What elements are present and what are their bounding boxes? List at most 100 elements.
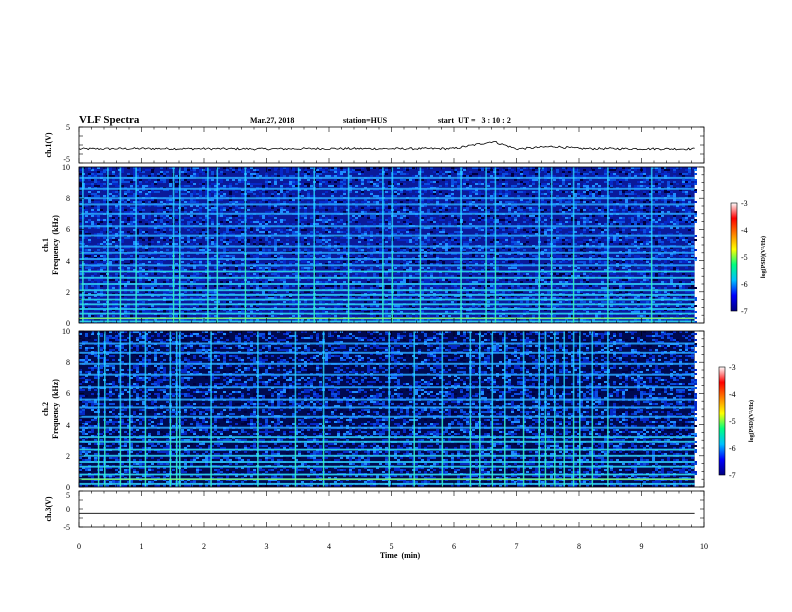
spectrogram-cell bbox=[262, 243, 265, 245]
spectrogram-cell bbox=[79, 267, 82, 269]
spectrogram-cell bbox=[469, 239, 472, 241]
spectrogram-cell bbox=[691, 241, 694, 243]
spectrogram-cell bbox=[622, 179, 625, 181]
spectrogram-cell bbox=[334, 267, 337, 269]
spectrogram-cell bbox=[412, 179, 415, 181]
spectrogram-cell bbox=[451, 189, 454, 191]
spectrogram-cell bbox=[640, 211, 643, 213]
spectrogram-cell bbox=[343, 249, 346, 251]
spectrogram-cell bbox=[673, 195, 676, 197]
spectrogram-cell bbox=[418, 255, 421, 257]
spectrogram-cell bbox=[94, 207, 97, 209]
spectrogram-cell bbox=[589, 263, 592, 265]
spectrogram-cell bbox=[97, 223, 100, 225]
spectrogram-cell bbox=[127, 231, 130, 233]
spectrogram-cell bbox=[685, 183, 688, 185]
spectrogram-cell bbox=[307, 179, 310, 181]
spectrogram-cell bbox=[166, 219, 169, 221]
spectrogram-cell bbox=[619, 239, 622, 241]
spectrogram-cell bbox=[505, 253, 508, 255]
spectrogram-cell bbox=[211, 205, 214, 207]
spectrogram-cell bbox=[337, 201, 340, 203]
spectrogram-cell bbox=[343, 211, 346, 213]
spectrogram-cell bbox=[364, 227, 367, 229]
spectrogram-cell bbox=[433, 171, 436, 173]
spectrogram-cell bbox=[349, 217, 352, 219]
spectrogram-cell bbox=[328, 231, 331, 233]
spectrogram-cell bbox=[331, 195, 334, 197]
spectrogram-cell bbox=[409, 227, 412, 229]
spectrogram-cell bbox=[424, 183, 427, 185]
spectrogram-cell bbox=[457, 231, 460, 233]
spectrogram-cell bbox=[193, 209, 196, 211]
spectrogram-cell bbox=[682, 179, 685, 181]
spectrogram-cell bbox=[658, 185, 661, 187]
spectrogram-cell bbox=[190, 195, 193, 197]
spectrogram-cell bbox=[211, 173, 214, 175]
spectrogram-cell bbox=[403, 167, 406, 169]
spectrogram-cell bbox=[589, 189, 592, 191]
spectrogram-cell bbox=[601, 195, 604, 197]
spectrogram-cell bbox=[511, 215, 514, 217]
spectrogram-cell bbox=[670, 263, 673, 265]
spectrogram-cell bbox=[658, 233, 661, 235]
spectrogram-cell bbox=[223, 193, 226, 195]
spectrogram-cell bbox=[421, 171, 424, 173]
spectrogram-cell bbox=[346, 221, 349, 223]
spectrogram-cell bbox=[547, 171, 550, 173]
spectrogram-cell bbox=[601, 215, 604, 217]
spectrogram-cell bbox=[688, 171, 691, 173]
spectrogram-cell bbox=[694, 191, 697, 193]
spectrogram-cell bbox=[640, 243, 643, 245]
spectrogram-cell bbox=[412, 241, 415, 243]
spectrogram-cell bbox=[334, 167, 337, 169]
spectrogram-cell bbox=[499, 243, 502, 245]
spectrogram-cell bbox=[439, 175, 442, 177]
spectrogram-cell bbox=[97, 185, 100, 187]
spectrogram-cell bbox=[214, 241, 217, 243]
spectrogram-cell bbox=[307, 243, 310, 245]
spectrogram-cell bbox=[685, 267, 688, 269]
spectrogram-cell bbox=[262, 195, 265, 197]
spectrogram-cell bbox=[577, 261, 580, 263]
spectrogram-cell bbox=[229, 183, 232, 185]
spectrogram-cell bbox=[622, 189, 625, 191]
spectrogram-cell bbox=[151, 227, 154, 229]
spectrogram-cell bbox=[574, 243, 577, 245]
spectrogram-cell bbox=[655, 243, 658, 245]
spectrogram-cell bbox=[547, 183, 550, 185]
spectrogram-cell bbox=[169, 167, 172, 169]
spectrogram-cell bbox=[676, 219, 679, 221]
spectrogram-cell bbox=[367, 247, 370, 249]
spectrogram-cell bbox=[94, 227, 97, 229]
spectrogram-cell bbox=[571, 191, 574, 193]
spectrogram-cell bbox=[574, 169, 577, 171]
spectrogram-cell bbox=[181, 237, 184, 239]
spectrogram-cell bbox=[319, 185, 322, 187]
spectrogram-cell bbox=[226, 231, 229, 233]
spectrogram-cell bbox=[616, 237, 619, 239]
spectrogram-cell bbox=[346, 255, 349, 257]
spectrogram-cell bbox=[370, 249, 373, 251]
spectrogram-cell bbox=[448, 247, 451, 249]
spectrogram-cell bbox=[229, 233, 232, 235]
spectrogram-cell bbox=[133, 179, 136, 181]
spectrogram-cell bbox=[658, 255, 661, 257]
spectrogram-cell bbox=[676, 199, 679, 201]
spectrogram-cell bbox=[289, 249, 292, 251]
spectrogram-cell bbox=[481, 199, 484, 201]
spectrogram-cell bbox=[508, 249, 511, 251]
spectrogram-cell bbox=[424, 243, 427, 245]
spectrogram-cell bbox=[604, 171, 607, 173]
spectrogram-cell bbox=[322, 239, 325, 241]
spectrogram-cell bbox=[604, 269, 607, 271]
spectrogram-cell bbox=[676, 237, 679, 239]
spectrogram-cell bbox=[277, 209, 280, 211]
spectrogram-cell bbox=[355, 171, 358, 173]
spectrogram-cell bbox=[280, 173, 283, 175]
spectrogram-cell bbox=[253, 243, 256, 245]
spectrogram-cell bbox=[235, 211, 238, 213]
spectrogram-cell bbox=[250, 227, 253, 229]
spectrogram-cell bbox=[562, 223, 565, 225]
spectrogram-cell bbox=[232, 239, 235, 241]
